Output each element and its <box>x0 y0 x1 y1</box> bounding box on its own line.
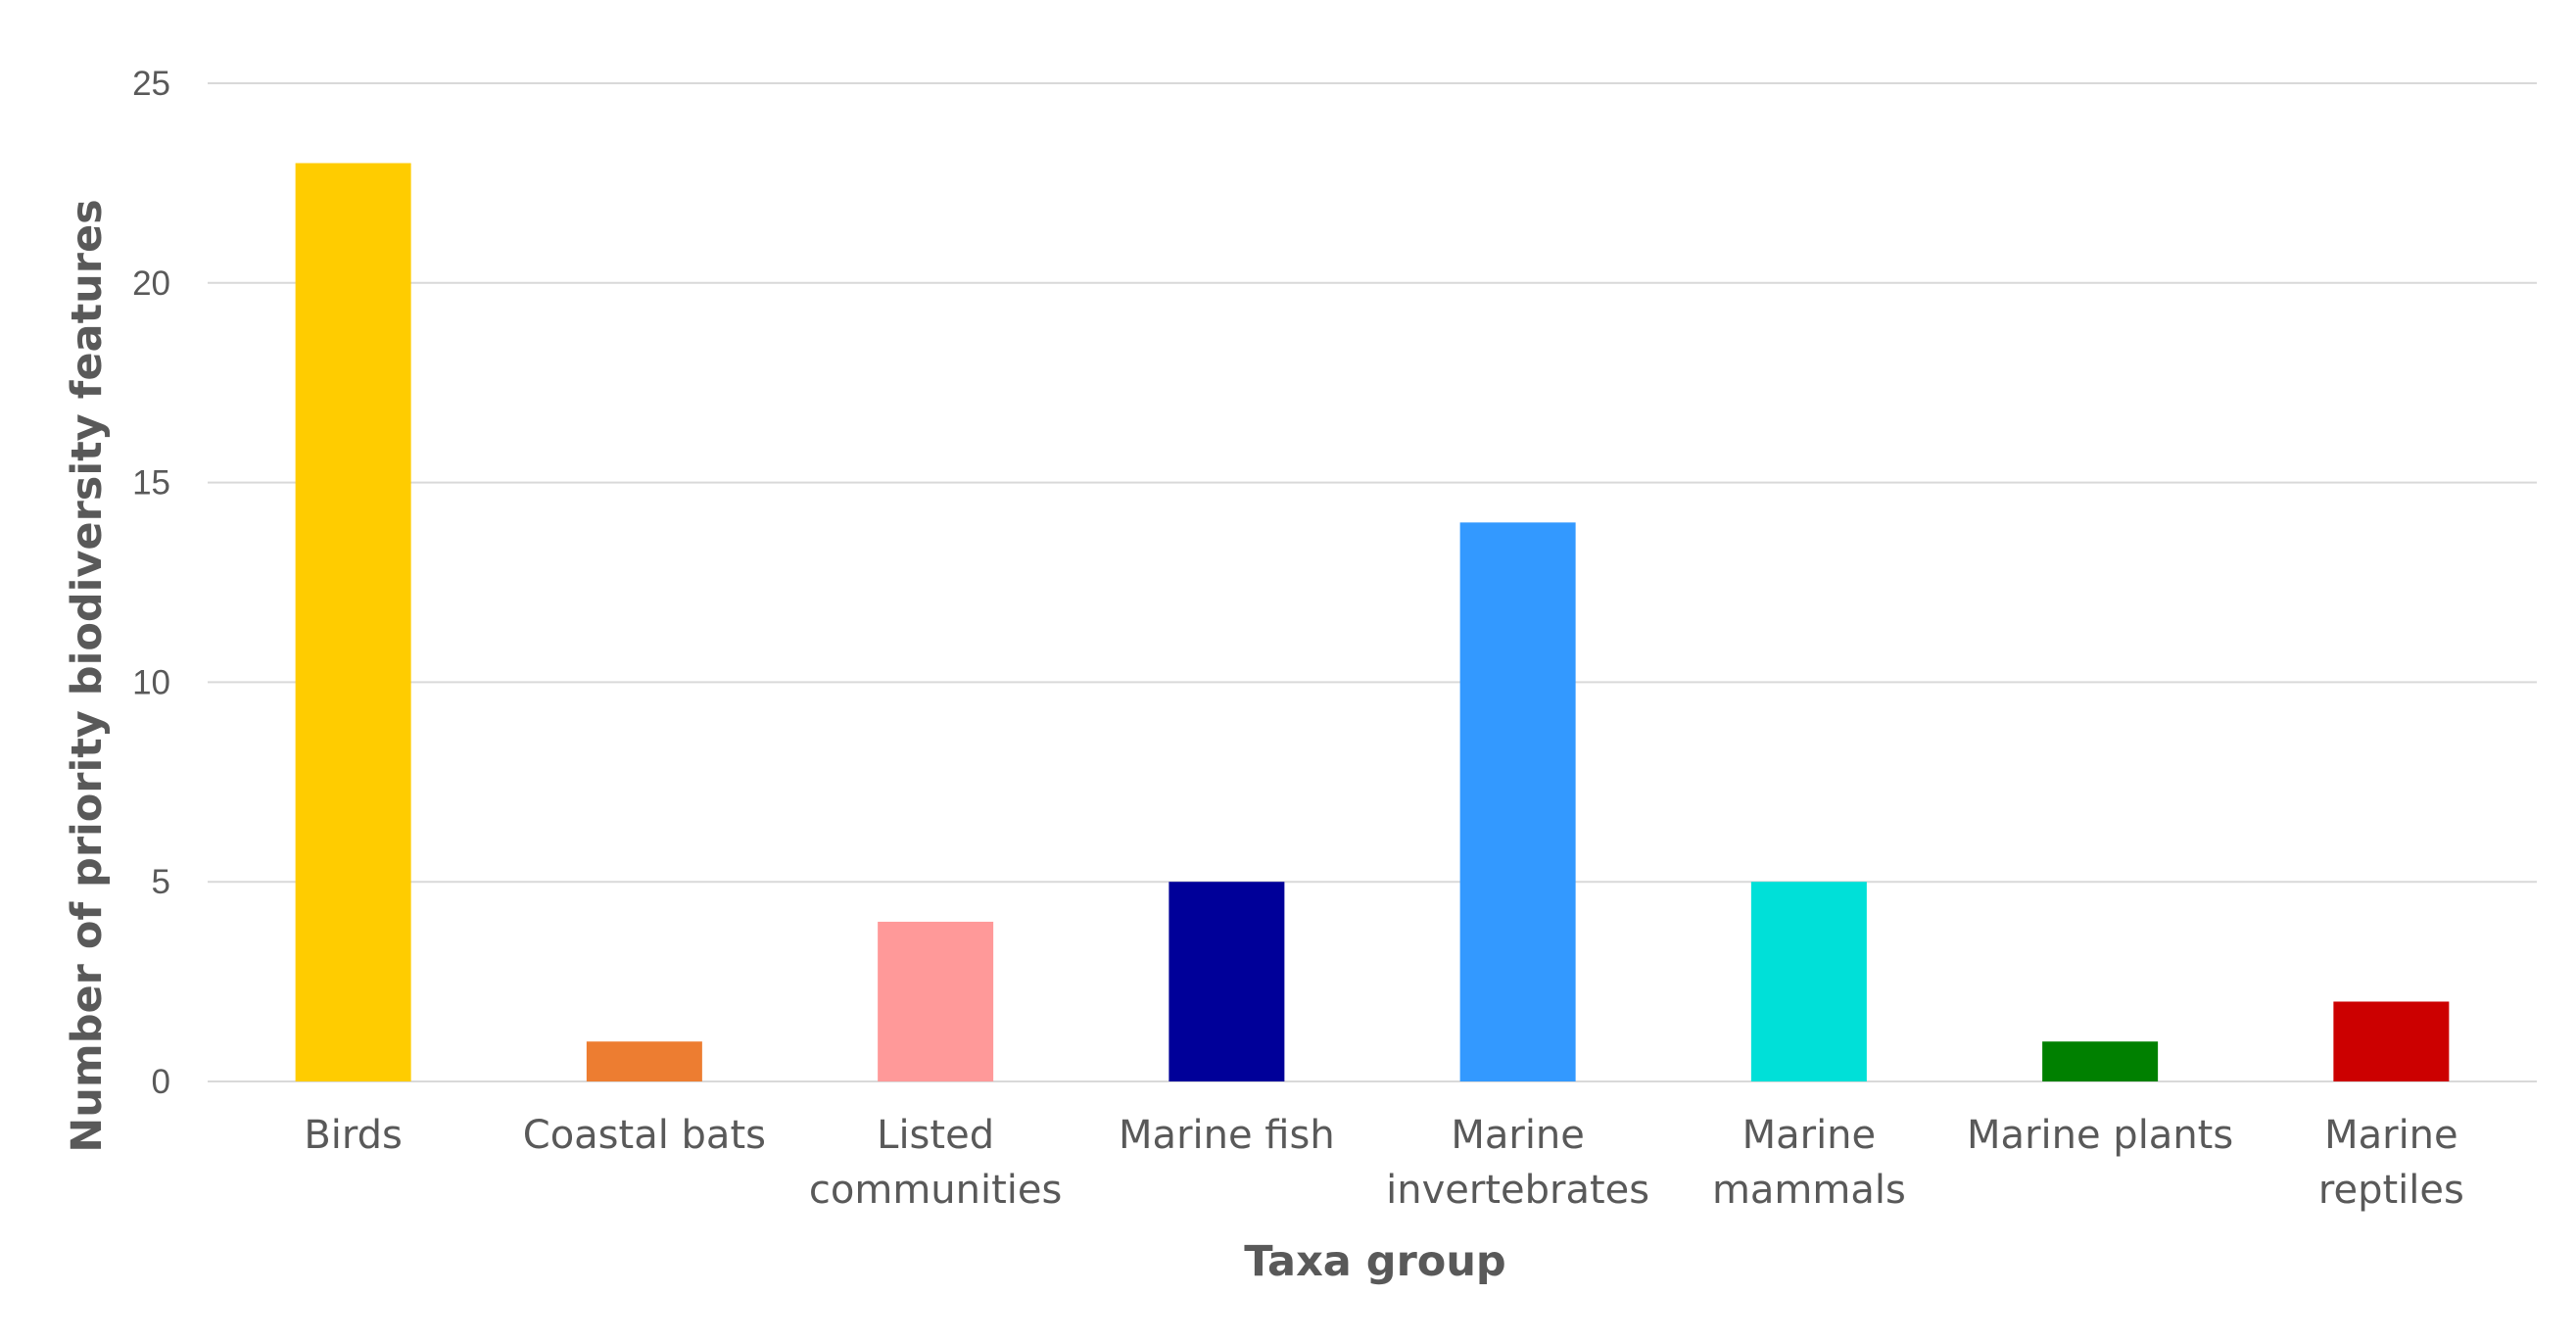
x-category-label: Marine <box>1451 1113 1585 1158</box>
bar <box>1750 882 1867 1081</box>
x-category-label: invertebrates <box>1386 1168 1649 1213</box>
x-category-label: Marine <box>2324 1113 2458 1158</box>
y-axis-ticks: 0 5 10 15 20 25 <box>132 65 170 1101</box>
x-category-label: Coastal bats <box>523 1113 766 1158</box>
x-category-label: Listed <box>877 1113 994 1158</box>
bar <box>2042 1041 2159 1081</box>
bar <box>878 921 994 1081</box>
gridlines <box>208 82 2537 1082</box>
x-category-label: Marine <box>1742 1113 1877 1158</box>
x-category-label: reptiles <box>2318 1168 2464 1213</box>
y-tick-label: 20 <box>132 264 170 303</box>
bar <box>2333 1001 2450 1081</box>
x-category-label: mammals <box>1712 1168 1906 1213</box>
x-category-label: Marine plants <box>1967 1113 2233 1158</box>
y-tick-label: 0 <box>152 1063 170 1101</box>
y-tick-label: 25 <box>132 65 170 103</box>
bar <box>586 1041 702 1081</box>
x-category-label: Birds <box>304 1113 403 1158</box>
x-axis-category-labels: Birds Coastal bats Listed communities Marine… <box>304 1113 2463 1213</box>
y-tick-label: 15 <box>132 464 170 503</box>
bar <box>295 163 411 1081</box>
y-tick-label: 10 <box>132 663 170 701</box>
y-axis-title: Number of priority biodiversity features <box>63 199 112 1152</box>
bars <box>295 163 2450 1081</box>
x-axis-title: Taxa group <box>1244 1237 1505 1286</box>
bar <box>1459 522 1576 1081</box>
bar <box>1169 882 1285 1081</box>
x-category-label: communities <box>809 1168 1062 1213</box>
y-tick-label: 5 <box>152 863 170 901</box>
x-category-label: Marine fish <box>1119 1113 1335 1158</box>
